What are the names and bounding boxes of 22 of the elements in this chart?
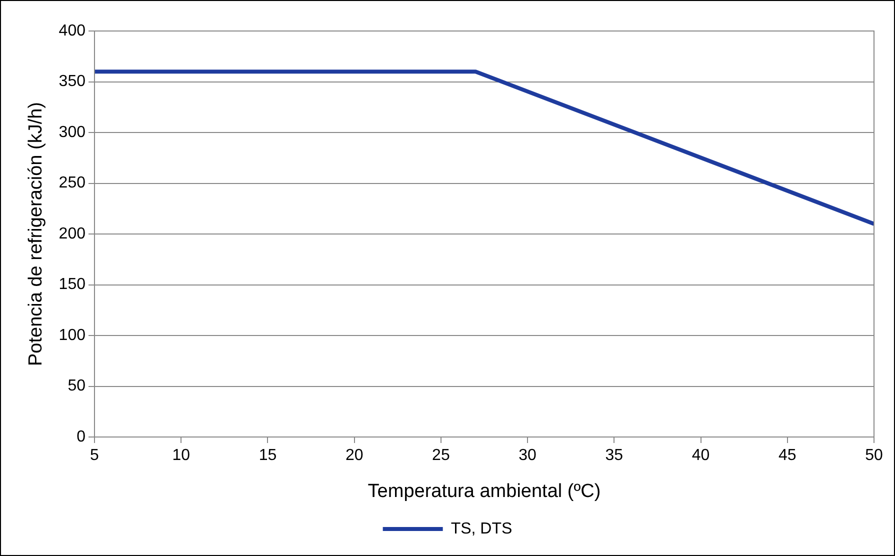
x-tick-label: 40 bbox=[692, 447, 710, 464]
y-tick-label: 350 bbox=[58, 73, 86, 90]
y-tick-label: 0 bbox=[76, 428, 86, 446]
y-tick-label: 300 bbox=[58, 124, 86, 141]
x-tick-label: 20 bbox=[345, 447, 364, 464]
x-tick-label: 35 bbox=[605, 447, 624, 464]
x-tick-label: 45 bbox=[778, 447, 796, 464]
y-tick-label: 250 bbox=[58, 174, 86, 192]
x-tick-label: 15 bbox=[258, 447, 277, 464]
x-tick-label: 5 bbox=[90, 447, 100, 464]
x-tick-label: 10 bbox=[172, 447, 190, 464]
y-tick-label: 50 bbox=[68, 378, 86, 395]
y-axis-title: Potencia de refrigeración (kJ/h) bbox=[26, 102, 47, 366]
x-tick-label: 30 bbox=[518, 447, 537, 464]
x-tick-label: 50 bbox=[865, 447, 883, 464]
legend-label: TS, DTS bbox=[450, 520, 512, 538]
y-tick-label: 150 bbox=[58, 276, 86, 294]
y-tick-label: 100 bbox=[58, 326, 86, 344]
x-tick-label: 25 bbox=[432, 447, 450, 464]
y-tick-label: 400 bbox=[58, 22, 86, 40]
y-tick-label: 200 bbox=[58, 225, 86, 242]
x-axis-title: Temperatura ambiental (ºC) bbox=[368, 480, 601, 502]
